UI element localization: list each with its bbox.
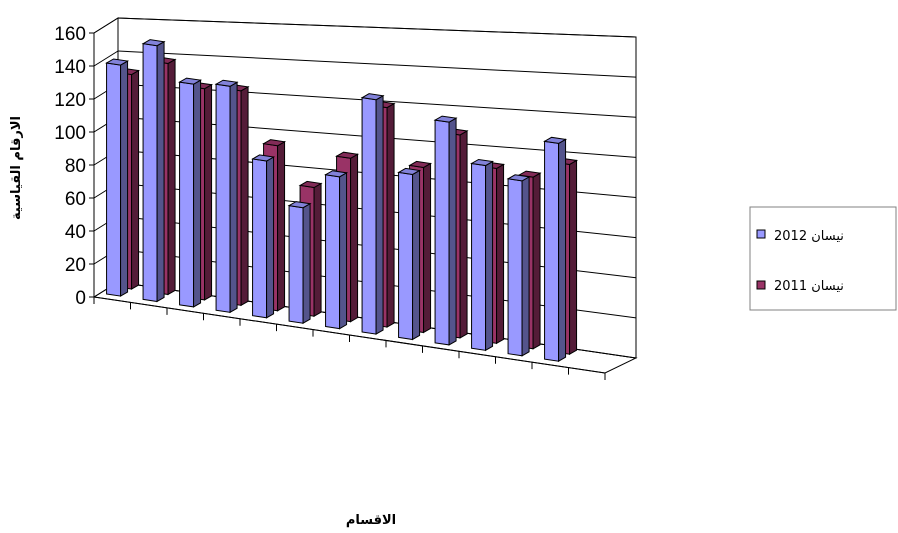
bar-side	[204, 83, 213, 301]
bar-side	[131, 69, 140, 290]
bar-front	[252, 158, 268, 319]
bar-front	[106, 62, 122, 297]
bar-2012	[287, 201, 312, 325]
bar-side	[386, 102, 395, 328]
legend-label-2012: نيسان 2012	[774, 229, 844, 244]
legend-label-2011: نيسان 2011	[774, 279, 844, 294]
y-tick-labels: 0 20 40 60 80 100 120 140 160	[54, 24, 86, 309]
chart-axes	[93, 33, 606, 380]
bar-2012	[543, 136, 568, 363]
bar-side	[496, 163, 505, 345]
bar-side	[569, 159, 578, 356]
bar-side	[558, 138, 567, 363]
bar-2012	[105, 58, 130, 297]
bar-side	[339, 171, 348, 330]
legend-box	[749, 206, 897, 311]
bar-front	[361, 97, 377, 335]
bar-side	[521, 176, 530, 357]
y-tick-label: 100	[54, 123, 86, 144]
bar-2012	[433, 115, 458, 346]
legend-swatch-2011	[756, 280, 766, 290]
legend: نيسان 2012 نيسان 2011	[749, 206, 897, 311]
bar-top	[251, 154, 276, 162]
bar-front	[325, 174, 341, 330]
legend-swatch-2012	[756, 229, 766, 239]
bar-top	[506, 174, 531, 182]
bar-top	[262, 139, 287, 147]
bar-side	[459, 130, 468, 339]
bar-top	[287, 201, 312, 209]
bar-front	[142, 43, 158, 303]
bar-top	[298, 180, 323, 189]
x-axis-title: الاقسام	[346, 513, 396, 528]
bar-top	[324, 170, 349, 178]
bar-front	[544, 140, 560, 362]
bar-top	[543, 136, 568, 144]
bar-side	[302, 202, 311, 325]
bar-top	[214, 79, 239, 87]
gridline-side	[93, 50, 119, 67]
bar-2012	[506, 174, 531, 357]
bar-top	[408, 160, 433, 169]
bar-top	[470, 158, 495, 167]
bar-2012	[141, 39, 166, 303]
y-tick-label: 0	[75, 288, 86, 309]
bar-side	[532, 172, 541, 350]
bar-front	[471, 162, 487, 351]
y-tick-label: 120	[54, 90, 86, 111]
bar-side	[167, 58, 176, 296]
y-tick-label: 160	[54, 24, 86, 45]
y-tick-label: 60	[65, 189, 86, 210]
y-axis-title: الارقام القياسية	[9, 116, 24, 220]
bar-top	[433, 115, 458, 123]
bar-2012	[214, 79, 239, 314]
bar-top	[141, 39, 166, 47]
bar-front	[434, 119, 450, 346]
bar-front	[288, 205, 304, 324]
bar-front	[215, 83, 231, 313]
y-tick-label: 140	[54, 57, 86, 78]
bar-2012	[324, 170, 349, 330]
bar-side	[156, 40, 165, 303]
bar-side	[193, 79, 202, 308]
chart-bars	[105, 39, 579, 363]
bar-side	[120, 60, 129, 297]
gridline	[117, 17, 637, 38]
bar-side	[240, 85, 249, 307]
bar-side	[266, 156, 275, 319]
bar-side	[412, 169, 421, 341]
bar-2012	[470, 158, 495, 352]
bar-side	[448, 117, 457, 346]
bar-side	[485, 160, 494, 352]
bar-side	[423, 162, 432, 334]
bar-2012	[360, 93, 385, 335]
bar-2012	[251, 154, 276, 319]
y-tick-label: 80	[65, 156, 86, 177]
bar-front	[398, 171, 414, 341]
bar-front	[507, 178, 523, 357]
bar-top	[178, 77, 203, 85]
bar-front	[179, 81, 195, 308]
bar-top	[360, 93, 385, 101]
bar-top	[105, 58, 130, 66]
gridline	[117, 50, 637, 78]
y-tick-label: 40	[65, 222, 86, 243]
bar-top	[335, 151, 360, 159]
bar-side	[277, 140, 286, 312]
bar-side	[375, 94, 384, 335]
bar-side	[313, 182, 322, 318]
gridline-side	[93, 17, 119, 34]
bar-side	[229, 81, 238, 314]
bar-top	[397, 167, 422, 176]
bar-2012	[178, 77, 203, 308]
bar-side	[350, 153, 359, 323]
y-tick-label: 20	[65, 255, 86, 276]
bar-2012	[397, 167, 422, 341]
